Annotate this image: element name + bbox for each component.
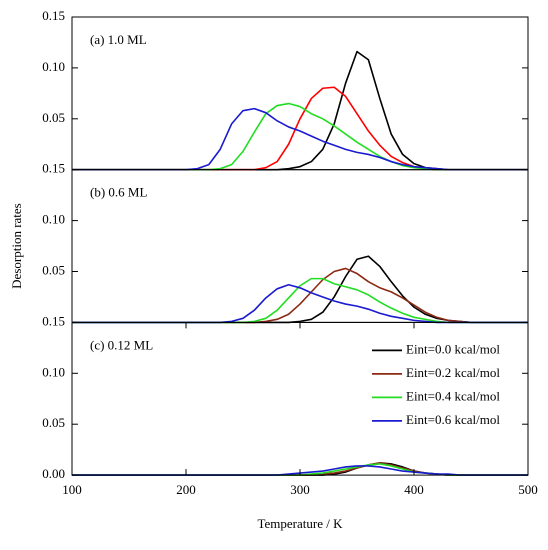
series-line	[72, 255, 528, 324]
legend-label: Eint=0.6 kcal/mol	[406, 412, 500, 427]
x-tick-label: 500	[518, 482, 538, 497]
series-line	[72, 277, 528, 324]
series-line	[72, 107, 528, 171]
y-tick-label: 0.10	[42, 212, 65, 227]
y-tick-label: 0.05	[42, 110, 65, 125]
y-tick-label: 0.05	[42, 262, 65, 277]
x-tick-label: 100	[62, 482, 82, 497]
x-tick-label: 200	[176, 482, 196, 497]
x-axis-label: Temperature / K	[258, 516, 344, 531]
y-tick-label: 0.15	[42, 8, 65, 23]
series-line	[72, 86, 528, 171]
legend-label: Eint=0.0 kcal/mol	[406, 341, 500, 356]
x-tick-label: 400	[404, 482, 424, 497]
y-tick-label: 0.15	[42, 161, 65, 176]
series-line	[72, 102, 528, 171]
panel-title: (b) 0.6 ML	[90, 185, 147, 200]
y-tick-label: 0.10	[42, 59, 65, 74]
y-tick-label: 0.05	[42, 415, 65, 430]
series-line	[72, 267, 528, 324]
y-tick-label: 0.10	[42, 364, 65, 379]
panel-title: (a) 1.0 ML	[90, 32, 147, 47]
legend-label: Eint=0.4 kcal/mol	[406, 388, 500, 403]
series-line	[72, 50, 528, 171]
y-tick-label: 0.15	[42, 313, 65, 328]
y-axis-label: Desorption rates	[9, 203, 24, 289]
legend-label: Eint=0.2 kcal/mol	[406, 365, 500, 380]
panel-title: (c) 0.12 ML	[90, 337, 153, 352]
series-line	[72, 283, 528, 324]
y-tick-label: 0.00	[42, 466, 65, 481]
x-tick-label: 300	[290, 482, 310, 497]
